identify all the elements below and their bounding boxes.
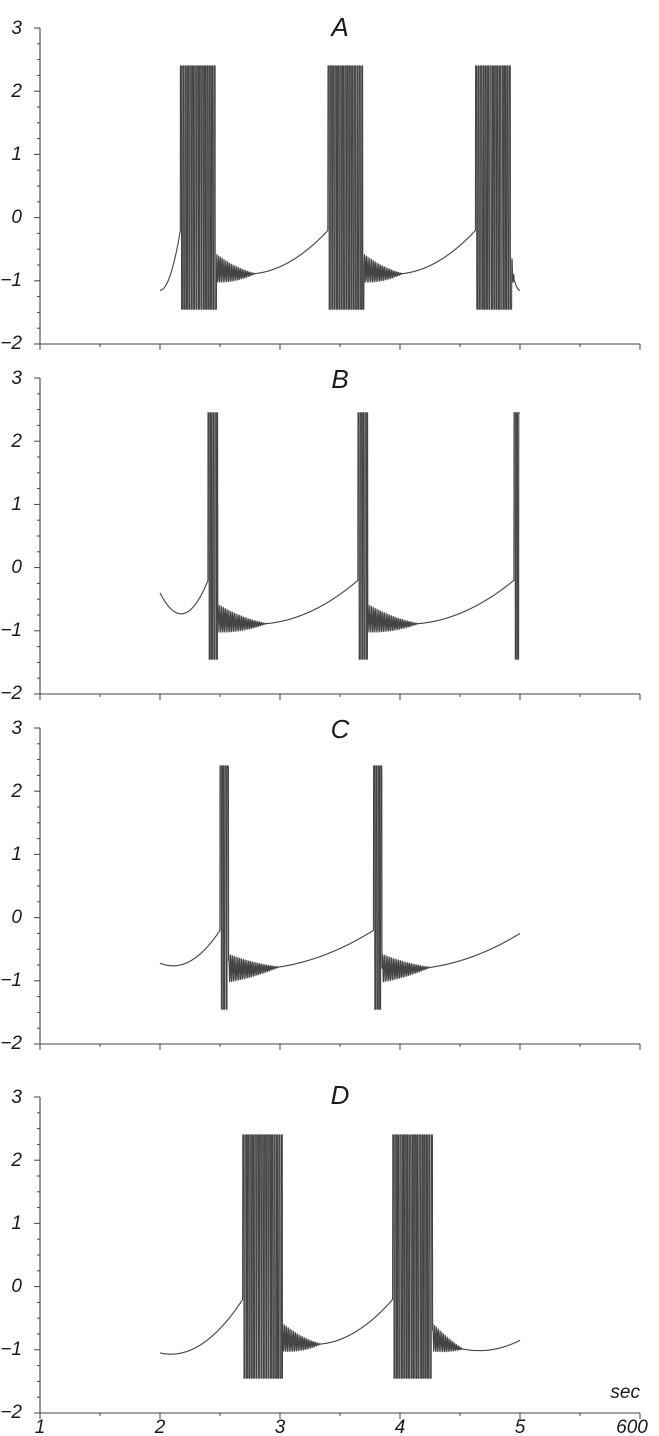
panel-a-ytick-label: −1 <box>0 270 22 291</box>
panel-d-title: D <box>331 1080 350 1110</box>
panel-a-y-axis: 3 2 1 0 −1 −2 <box>0 18 41 354</box>
panel-d-ytick-label: 3 <box>11 1087 22 1108</box>
panel-c-ytick-label: −1 <box>0 970 22 991</box>
panel-d-y-axis: 3 2 1 0 −1 −2 <box>0 1087 41 1423</box>
panel-d-trace <box>159 1134 521 1379</box>
panel-a-ytick-label: −2 <box>0 333 22 354</box>
x-axis-unit-label: sec <box>610 1382 640 1403</box>
panel-d-ytick-label: 0 <box>11 1276 22 1297</box>
panel-a: A 3 2 1 0 −1 −2 <box>0 12 641 354</box>
panel-d-ytick-label: 1 <box>11 1213 22 1234</box>
panel-d-ytick-label: −1 <box>0 1339 22 1360</box>
panel-a-ytick-label: 1 <box>11 144 22 165</box>
x-tick-label: 1 <box>35 1417 46 1436</box>
panel-c-ytick-label: −2 <box>0 1033 22 1054</box>
x-tick-label: 5 <box>515 1417 526 1436</box>
panel-c-title: C <box>331 714 350 744</box>
panel-a-title: A <box>329 12 348 42</box>
panel-a-ytick-label: 2 <box>10 81 22 102</box>
panel-c-ytick-label: 3 <box>11 718 22 739</box>
x-tick-label: 3 <box>275 1417 286 1436</box>
x-tick-label: 4 <box>395 1417 406 1436</box>
panel-a-ytick-label: 3 <box>11 18 22 39</box>
panel-a-ytick-label: 0 <box>11 207 22 228</box>
panel-c-ytick-label: 2 <box>10 781 22 802</box>
panel-a-ticks <box>34 27 641 350</box>
panel-c-ytick-label: 1 <box>11 844 22 865</box>
panel-c-ticks <box>34 727 641 1050</box>
panel-d: D 3 2 1 0 −1 −2 1 2 3 4 5 600 sec <box>0 1080 648 1436</box>
x-tick-label: 2 <box>154 1417 166 1436</box>
panel-c-trace <box>159 765 521 1010</box>
panel-c-y-axis: 3 2 1 0 −1 −2 <box>0 718 41 1054</box>
panel-d-ytick-label: −2 <box>0 1402 22 1423</box>
panel-d-x-axis-labels: 1 2 3 4 5 600 sec <box>35 1382 649 1436</box>
panel-b-ytick-label: −2 <box>0 683 22 704</box>
panel-b: B 3 2 1 0 −1 −2 <box>0 364 641 704</box>
panel-b-ticks <box>34 377 641 700</box>
panel-a-trace <box>159 65 521 310</box>
panel-d-ticks <box>34 1096 641 1419</box>
panel-c-ytick-label: 0 <box>11 907 22 928</box>
x-tick-label: 600 <box>616 1417 648 1436</box>
panel-b-ytick-label: −1 <box>0 620 22 641</box>
panel-b-trace <box>159 412 521 660</box>
panel-b-ytick-label: 3 <box>11 368 22 389</box>
panel-b-y-axis: 3 2 1 0 −1 −2 <box>0 368 41 704</box>
panel-c: C 3 2 1 0 −1 −2 <box>0 714 641 1054</box>
panel-b-ytick-label: 1 <box>11 494 22 515</box>
panel-b-ytick-label: 2 <box>10 431 22 452</box>
panel-b-title: B <box>331 364 348 394</box>
panel-d-ytick-label: 2 <box>10 1150 22 1171</box>
panel-b-ytick-label: 0 <box>11 557 22 578</box>
